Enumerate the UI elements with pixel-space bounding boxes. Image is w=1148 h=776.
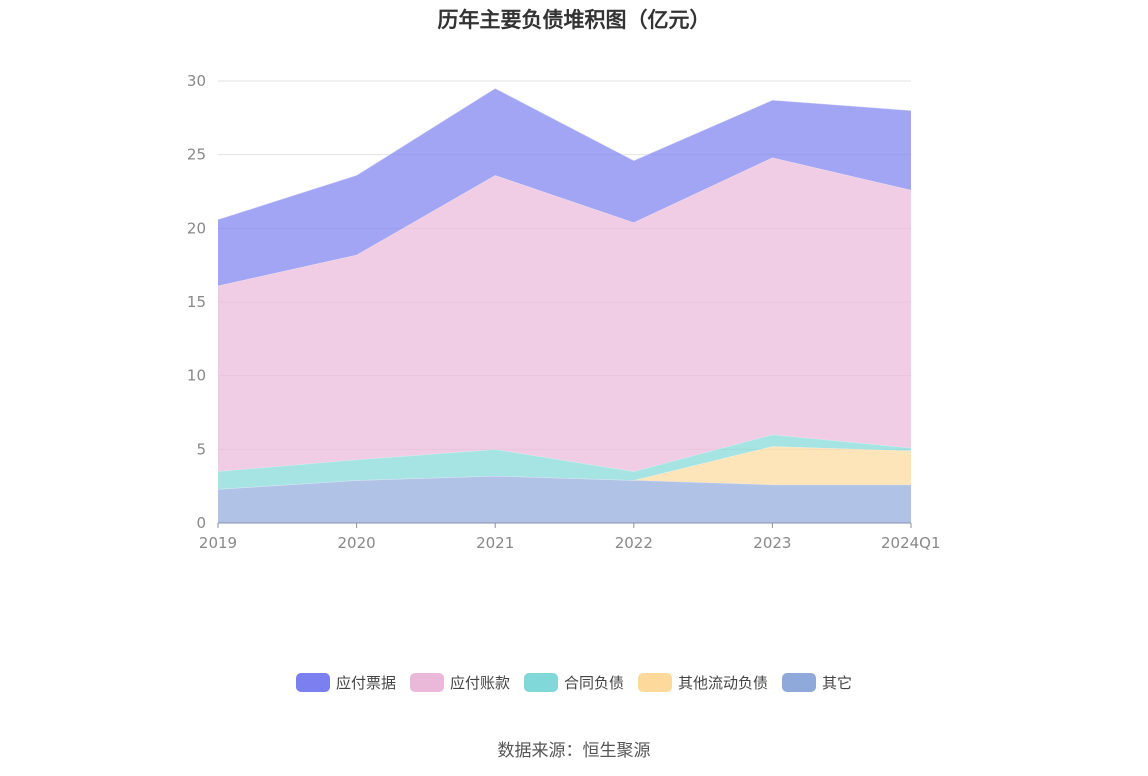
x-tick-label: 2024Q1 <box>881 534 941 552</box>
x-tick-label: 2019 <box>199 534 237 552</box>
legend-label: 其他流动负债 <box>678 674 769 692</box>
legend-label: 其它 <box>822 674 853 692</box>
legend: 应付票据 应付账款 合同负债 其他流动负债 其它 <box>0 672 1148 693</box>
legend-item[interactable]: 应付票据 <box>295 672 396 693</box>
area-edge-4 <box>217 87 912 220</box>
legend-swatch <box>409 673 444 692</box>
legend-item[interactable]: 其它 <box>782 672 852 693</box>
chart-title: 历年主要负债堆积图（亿元） <box>437 8 711 32</box>
y-tick-label: 15 <box>187 293 206 311</box>
y-tick-label: 10 <box>187 367 206 385</box>
area-series-2 <box>218 434 911 490</box>
y-tick-label: 30 <box>187 72 206 90</box>
axes: 0 5 10 15 20 25 30 2019 2020 2021 2022 2023 2024Q1 <box>187 72 941 552</box>
stacked-areas <box>217 87 912 523</box>
area-series-1 <box>218 446 911 490</box>
legend-label: 合同负债 <box>563 674 624 692</box>
area-series-0 <box>218 475 911 523</box>
source-note: 数据来源：恒生聚源 <box>497 741 651 761</box>
y-tick-label: 25 <box>187 146 206 164</box>
legend-swatch <box>782 673 817 692</box>
y-tick-label: 5 <box>196 440 206 458</box>
legend-label: 应付账款 <box>449 674 510 692</box>
y-tick-label: 0 <box>196 514 206 532</box>
x-tick-label: 2020 <box>338 534 376 552</box>
legend-swatch <box>638 673 672 692</box>
x-tick-label: 2023 <box>753 534 791 552</box>
x-tick-label: 2022 <box>615 534 653 552</box>
area-series-3 <box>218 157 911 472</box>
y-tick-label: 20 <box>187 219 206 237</box>
legend-item[interactable]: 应付账款 <box>409 672 510 693</box>
legend-swatch <box>295 673 330 692</box>
legend-swatch <box>523 673 558 692</box>
x-tick-label: 2021 <box>476 534 514 552</box>
legend-item[interactable]: 其他流动负债 <box>638 672 768 693</box>
area-series-4 <box>218 88 911 286</box>
legend-label: 应付票据 <box>335 674 396 692</box>
legend-item[interactable]: 合同负债 <box>523 672 624 693</box>
